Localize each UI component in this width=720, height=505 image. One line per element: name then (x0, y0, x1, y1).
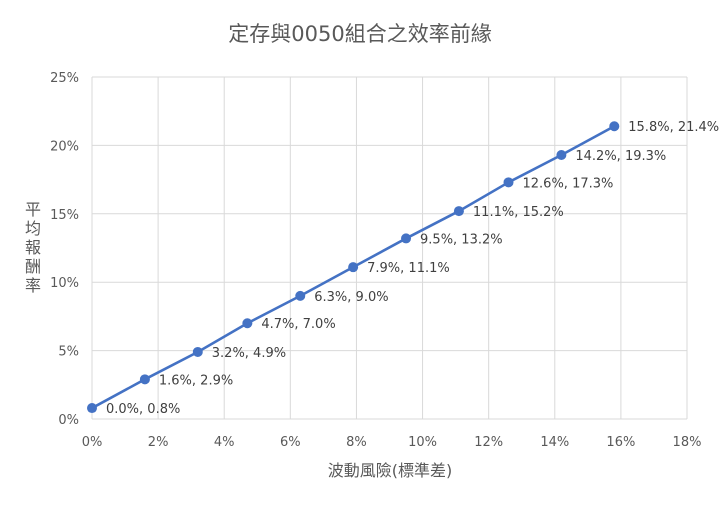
data-label: 6.3%, 9.0% (314, 290, 388, 305)
series-layer (87, 121, 620, 414)
y-axis-ticks: 0% 5% 10% 15% 20% 25% (50, 71, 79, 428)
y-axis-label-char: 酬 (25, 257, 41, 276)
y-tick-label: 10% (50, 276, 79, 291)
x-tick-label: 16% (606, 435, 635, 450)
x-tick-label: 12% (474, 435, 503, 450)
data-point (139, 374, 150, 385)
x-axis-label: 波動風險(標準差) (328, 461, 453, 480)
y-tick-label: 5% (58, 345, 79, 360)
y-tick-label: 25% (50, 71, 79, 86)
data-point (348, 262, 359, 273)
data-label: 0.0%, 0.8% (106, 402, 180, 417)
y-axis-label-char: 報 (25, 238, 41, 257)
x-tick-label: 10% (408, 435, 437, 450)
x-tick-label: 8% (346, 435, 367, 450)
data-label: 12.6%, 17.3% (523, 176, 614, 191)
y-axis-label-char: 率 (25, 276, 41, 295)
data-label: 1.6%, 2.9% (159, 373, 233, 388)
data-label: 9.5%, 13.2% (420, 232, 503, 247)
data-label: 3.2%, 4.9% (212, 346, 286, 361)
y-tick-label: 20% (50, 139, 79, 154)
y-axis-label-char: 均 (25, 219, 41, 238)
data-point (453, 206, 464, 217)
y-axis-label-char: 平 (25, 200, 41, 219)
x-tick-label: 0% (82, 435, 103, 450)
y-axis-label: 平均報酬率 (25, 200, 41, 295)
data-label: 11.1%, 15.2% (473, 205, 564, 220)
data-labels: 0.0%, 0.8% 1.6%, 2.9% 3.2%, 4.9% 4.7%, 7.0%… (106, 120, 719, 417)
data-point (242, 318, 253, 329)
x-tick-label: 2% (148, 435, 169, 450)
x-tick-label: 6% (280, 435, 301, 450)
x-axis-ticks: 0% 2% 4% 6% 8% 10% 12% 14% 16% 18% (82, 435, 702, 450)
y-axis-label-text: 平均報酬率 (25, 200, 41, 295)
data-point (295, 290, 306, 301)
x-tick-label: 14% (540, 435, 569, 450)
data-point (87, 403, 97, 414)
data-point (503, 177, 514, 188)
y-tick-label: 15% (50, 208, 79, 223)
data-label: 15.8%, 21.4% (628, 120, 719, 135)
data-point (192, 346, 203, 357)
data-label: 7.9%, 11.1% (367, 261, 450, 276)
x-tick-label: 18% (673, 435, 702, 450)
data-point (609, 121, 620, 132)
y-tick-label: 0% (58, 413, 79, 428)
x-tick-label: 4% (214, 435, 235, 450)
data-point (556, 149, 567, 160)
chart-title: 定存與0050組合之效率前緣 (228, 22, 491, 46)
data-label: 4.7%, 7.0% (261, 317, 335, 332)
data-label: 14.2%, 19.3% (575, 149, 666, 164)
data-point (401, 233, 412, 244)
grid-lines (91, 76, 688, 420)
